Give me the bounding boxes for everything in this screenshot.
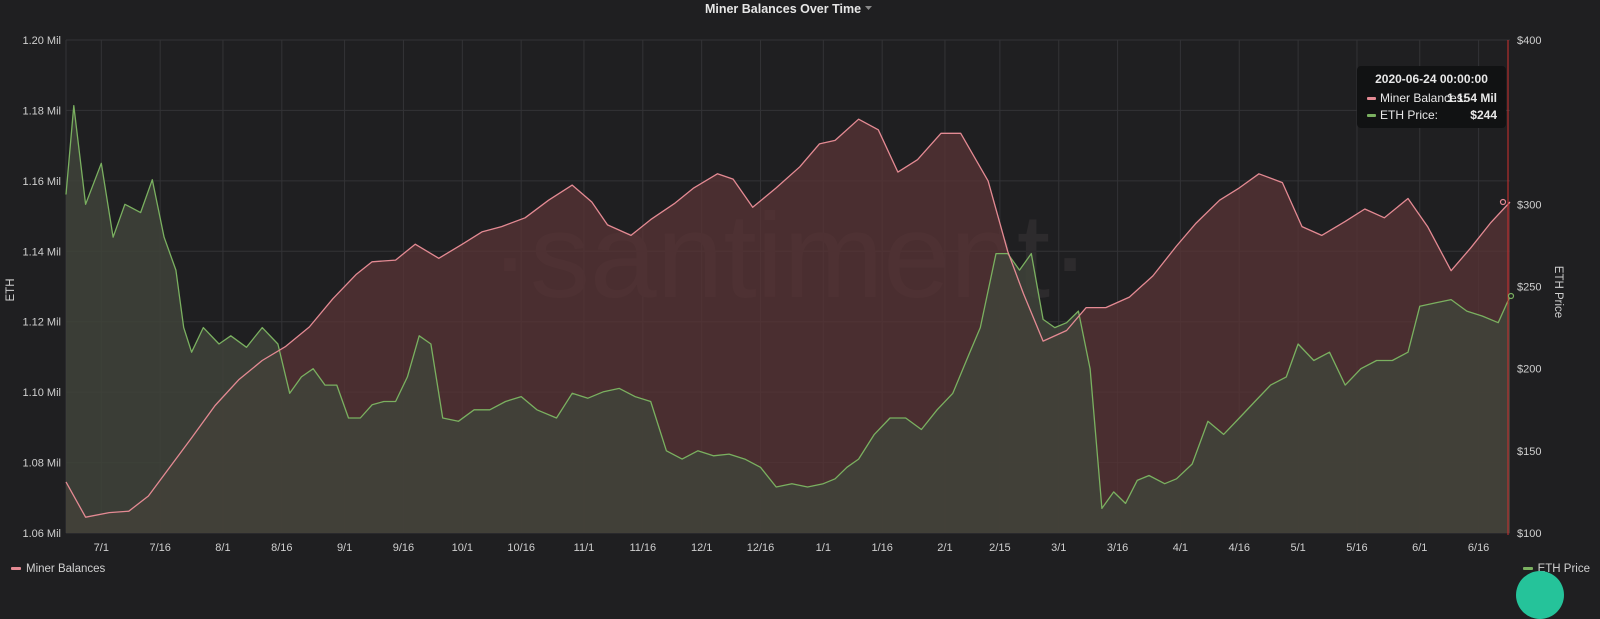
x-tick-label: 6/16: [1468, 542, 1489, 554]
x-tick-label: 8/16: [271, 542, 292, 554]
x-tick-label: 5/1: [1290, 542, 1305, 554]
right-tick-label: $100: [1517, 528, 1541, 540]
x-tick-label: 4/1: [1173, 542, 1188, 554]
left-tick-label: 1.20 Mil: [22, 35, 61, 47]
x-tick-label: 1/1: [816, 542, 831, 554]
tooltip-label: Miner Balances:: [1380, 91, 1467, 105]
left-tick-label: 1.08 Mil: [22, 458, 61, 470]
legend-miner-balances[interactable]: Miner Balances: [11, 563, 105, 575]
right-tick-label: $250: [1517, 282, 1541, 294]
x-tick-label: 3/16: [1107, 542, 1128, 554]
right-tick-label: $400: [1517, 35, 1541, 47]
hover-tooltip: 2020-06-24 00:00:00 Miner Balances: 1.15…: [1357, 66, 1506, 128]
price-hover-marker: [1507, 292, 1515, 300]
balances-hover-marker: [1499, 198, 1507, 206]
tooltip-date: 2020-06-24 00:00:00: [1375, 72, 1488, 86]
x-tick-label: 11/16: [629, 542, 656, 554]
x-tick-label: 2/15: [989, 542, 1010, 554]
x-tick-label: 12/1: [691, 542, 712, 554]
x-tick-label: 2/1: [937, 542, 952, 554]
x-tick-label: 7/1: [94, 542, 109, 554]
right-axis-label: ETH Price: [1552, 266, 1564, 318]
left-tick-label: 1.06 Mil: [22, 528, 61, 540]
chart-title[interactable]: Miner Balances Over Time: [705, 2, 861, 16]
right-tick-label: $200: [1517, 364, 1541, 376]
x-tick-label: 7/16: [149, 542, 170, 554]
x-tick-label: 11/1: [574, 542, 595, 554]
left-axis: 1.06 Mil 1.08 Mil 1.10 Mil 1.12 Mil 1.14 Mil…: [22, 35, 61, 540]
right-tick-label: $150: [1517, 446, 1541, 458]
help-chat-button[interactable]: [1516, 571, 1564, 619]
caret-down-icon[interactable]: [865, 6, 872, 10]
left-axis-label: ETH: [5, 279, 17, 302]
tooltip-value: $244: [1470, 108, 1497, 122]
x-tick-label: 10/16: [507, 542, 535, 554]
x-tick-label: 9/16: [393, 542, 414, 554]
tooltip-row-price: ETH Price: $244: [1367, 108, 1497, 124]
tooltip-label: ETH Price:: [1380, 108, 1439, 122]
legend-swatch-icon: [1522, 567, 1533, 571]
right-tick-label: $300: [1517, 199, 1541, 211]
legend-swatch-icon: [11, 567, 21, 571]
tooltip-row-balances: Miner Balances: 1.154 Mil: [1367, 91, 1497, 107]
left-tick-label: 1.18 Mil: [22, 105, 61, 117]
x-tick-label: 9/1: [337, 542, 352, 554]
price-swatch-icon: [1367, 114, 1376, 117]
x-tick-label: 12/16: [747, 542, 775, 554]
legend-label: Miner Balances: [26, 563, 106, 575]
x-tick-label: 10/1: [452, 542, 473, 554]
legend-label: ETH Price: [1537, 563, 1590, 575]
left-tick-label: 1.12 Mil: [22, 317, 61, 329]
miner-balances-line: [65, 118, 1511, 518]
right-axis: $100 $150 $200 $250 $300 $400: [1517, 35, 1541, 540]
x-axis: 7/1 7/16 8/1 8/16 9/1 9/16 10/1 10/16 11/1 11/16 1…: [94, 542, 1490, 554]
x-tick-label: 4/16: [1229, 542, 1250, 554]
eth-price-area: [66, 105, 1510, 533]
left-tick-label: 1.16 Mil: [22, 176, 61, 188]
x-tick-label: 6/1: [1412, 542, 1427, 554]
x-tick-label: 8/1: [215, 542, 230, 554]
x-tick-label: 3/1: [1051, 542, 1066, 554]
x-tick-label: 5/16: [1346, 542, 1367, 554]
series-layer: [65, 105, 1511, 533]
eth-price-line: [65, 105, 1511, 510]
left-tick-label: 1.14 Mil: [22, 246, 61, 258]
tooltip-value: 1.154 Mil: [1446, 91, 1497, 105]
legend-eth-price[interactable]: ETH Price: [1522, 563, 1590, 575]
left-tick-label: 1.10 Mil: [22, 387, 61, 399]
balances-swatch-icon: [1367, 97, 1376, 100]
x-tick-label: 1/16: [871, 542, 892, 554]
